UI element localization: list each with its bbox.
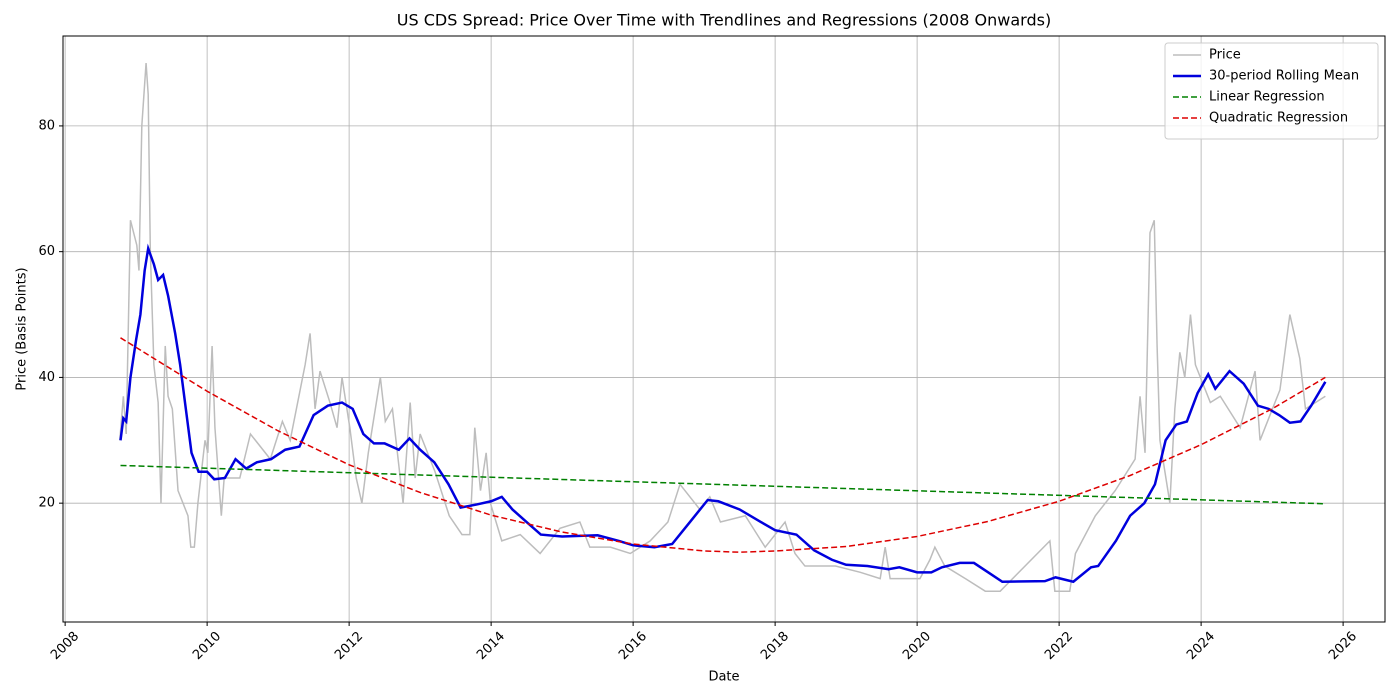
legend-label: Quadratic Regression <box>1209 111 1348 126</box>
legend-label: Price <box>1209 48 1241 63</box>
series-line <box>120 464 1326 505</box>
plot-frame <box>62 35 1386 623</box>
y-tick-label: 80 <box>38 118 55 133</box>
y-tick-label: 60 <box>38 244 55 259</box>
legend-label: Linear Regression <box>1209 90 1325 105</box>
series-line <box>120 337 1326 553</box>
y-axis-label: Price (Basis Points) <box>15 267 30 390</box>
chart-title: US CDS Spread: Price Over Time with Tren… <box>397 11 1051 30</box>
y-tick-label: 20 <box>38 496 55 511</box>
y-tick-label: 40 <box>38 370 55 385</box>
legend-label: 30-period Rolling Mean <box>1209 69 1359 84</box>
series-line <box>119 62 1326 592</box>
legend-box <box>1164 42 1379 140</box>
x-axis-label: Date <box>708 670 739 685</box>
